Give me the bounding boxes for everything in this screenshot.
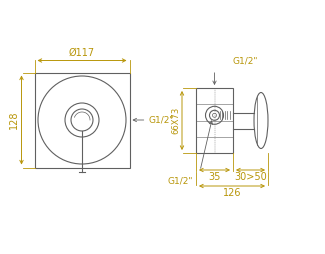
- Text: G1/2": G1/2": [149, 116, 174, 124]
- Text: G1/2": G1/2": [168, 177, 193, 186]
- Text: 126: 126: [223, 188, 241, 198]
- Text: 30>50: 30>50: [234, 172, 267, 182]
- Text: G1/2": G1/2": [232, 57, 258, 66]
- Text: Ø117: Ø117: [69, 47, 95, 57]
- Text: 128: 128: [8, 111, 19, 129]
- Bar: [196, 88, 233, 153]
- Bar: [34, 72, 129, 167]
- Text: 66X73: 66X73: [171, 107, 180, 134]
- Text: 35: 35: [208, 172, 221, 182]
